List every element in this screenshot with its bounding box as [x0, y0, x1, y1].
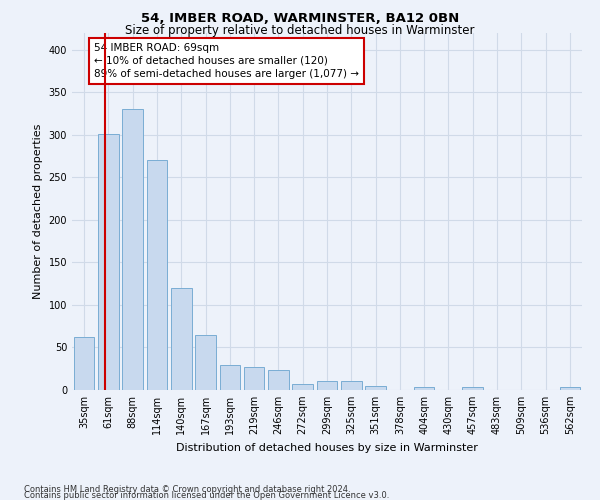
Bar	[244, 367, 265, 390]
Y-axis label: Number of detached properties: Number of detached properties	[33, 124, 43, 299]
Text: Size of property relative to detached houses in Warminster: Size of property relative to detached ho…	[125, 24, 475, 37]
Text: 54, IMBER ROAD, WARMINSTER, BA12 0BN: 54, IMBER ROAD, WARMINSTER, BA12 0BN	[141, 12, 459, 26]
Bar	[292, 384, 313, 390]
Bar	[341, 380, 362, 390]
Bar	[463, 386, 483, 390]
Bar	[268, 370, 289, 390]
Bar	[98, 134, 119, 390]
Bar	[122, 109, 143, 390]
X-axis label: Distribution of detached houses by size in Warminster: Distribution of detached houses by size …	[176, 442, 478, 452]
Bar	[195, 334, 216, 390]
Text: Contains public sector information licensed under the Open Government Licence v3: Contains public sector information licen…	[24, 490, 389, 500]
Bar	[317, 380, 337, 390]
Text: 54 IMBER ROAD: 69sqm
← 10% of detached houses are smaller (120)
89% of semi-deta: 54 IMBER ROAD: 69sqm ← 10% of detached h…	[94, 42, 359, 79]
Bar	[146, 160, 167, 390]
Bar	[365, 386, 386, 390]
Text: Contains HM Land Registry data © Crown copyright and database right 2024.: Contains HM Land Registry data © Crown c…	[24, 485, 350, 494]
Bar	[171, 288, 191, 390]
Bar	[74, 337, 94, 390]
Bar	[560, 388, 580, 390]
Bar	[414, 386, 434, 390]
Bar	[220, 366, 240, 390]
